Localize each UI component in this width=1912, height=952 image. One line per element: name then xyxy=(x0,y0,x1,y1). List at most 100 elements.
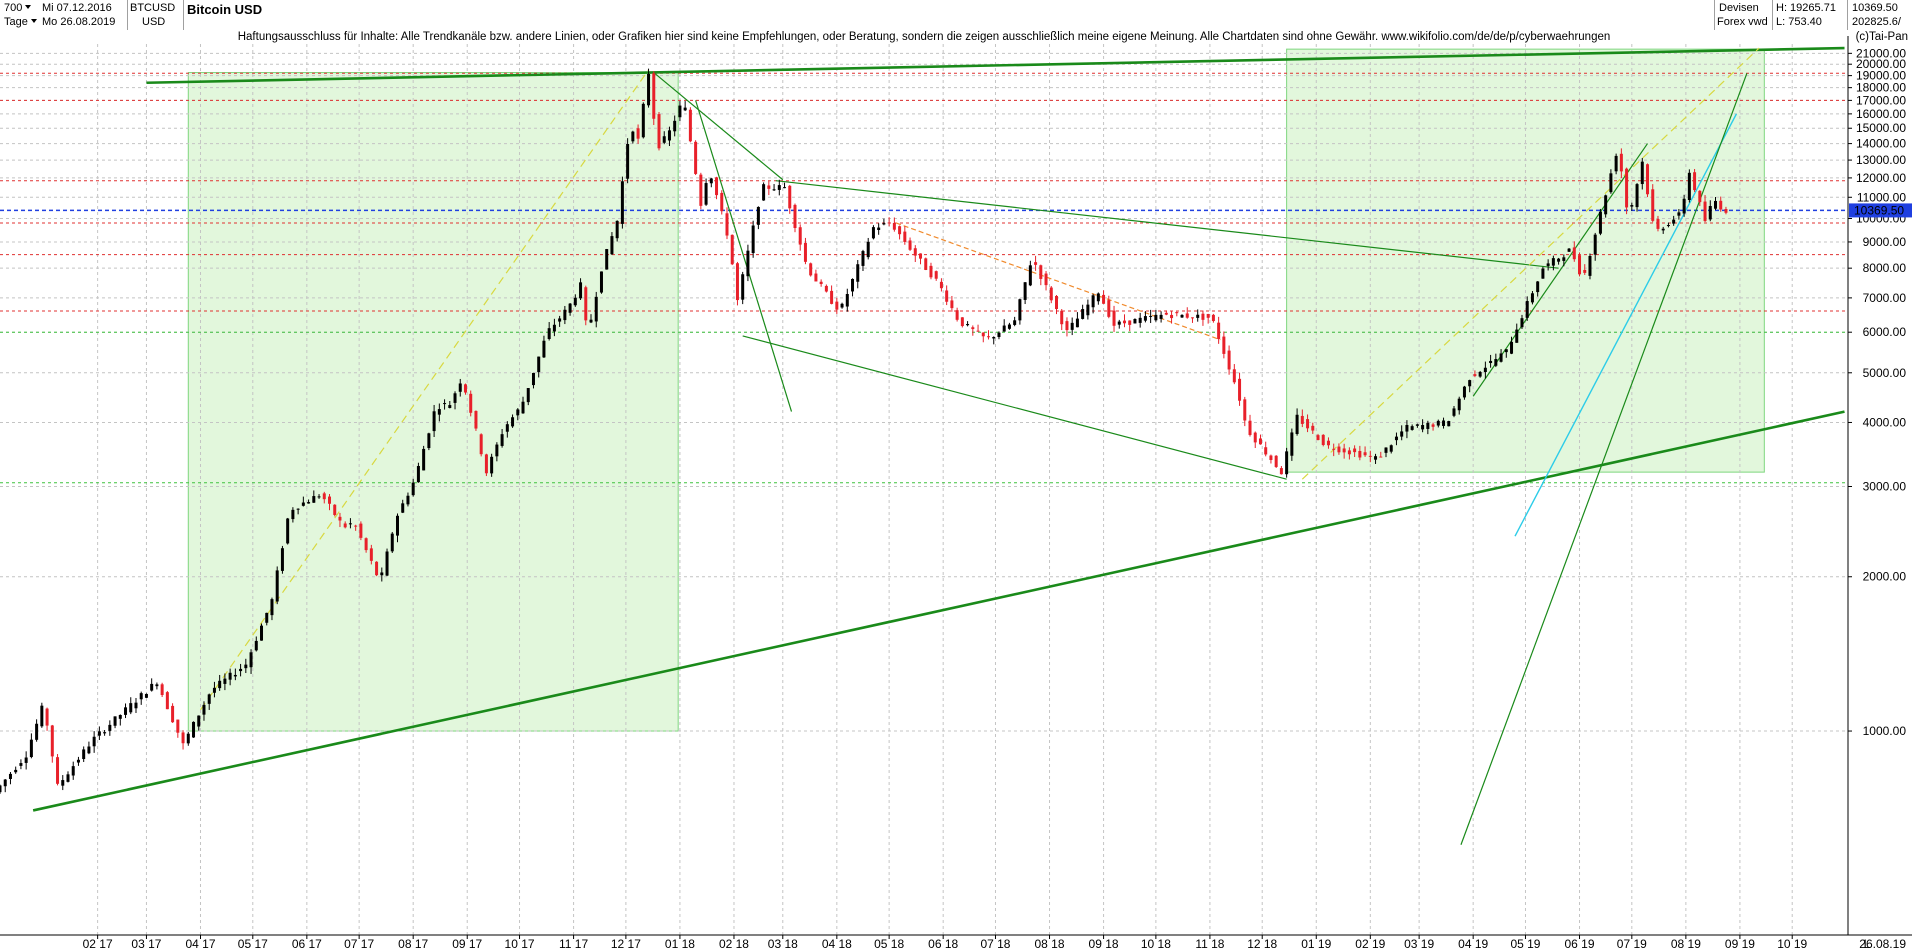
candle-body xyxy=(1190,317,1194,319)
candle-body xyxy=(1525,301,1529,318)
candle-body xyxy=(165,692,169,710)
candle-body xyxy=(694,141,698,174)
candle-body xyxy=(830,290,834,304)
candle-body xyxy=(620,181,624,224)
candle-body xyxy=(338,516,342,521)
trendline-thin xyxy=(742,335,1287,480)
candle-body xyxy=(987,336,991,338)
candle-body xyxy=(1478,371,1482,377)
candle-body xyxy=(411,482,415,496)
candle-body xyxy=(1222,336,1226,354)
x-tick-label: 07 17 xyxy=(344,937,374,951)
candle-body xyxy=(1185,313,1189,318)
candle-body xyxy=(1625,168,1629,208)
candle-body xyxy=(1499,353,1503,362)
candle-body xyxy=(929,265,933,278)
candle-body xyxy=(275,570,279,602)
candle-body xyxy=(1635,184,1639,208)
chart-toolbar: 700 Tage Mi 07.12.2016 Mo 26.08.2019 BTC… xyxy=(0,0,1912,30)
candle-body xyxy=(552,324,556,332)
x-tick-label: 02 18 xyxy=(719,937,749,951)
candle-body xyxy=(1321,434,1325,445)
candle-body xyxy=(1468,380,1472,387)
candle-body xyxy=(134,702,138,709)
candle-body xyxy=(573,297,577,306)
candle-body xyxy=(1096,293,1100,302)
candle-body xyxy=(479,434,483,455)
candle-body xyxy=(1295,414,1299,434)
x-tick-label: 02 19 xyxy=(1355,937,1385,951)
candle-body xyxy=(171,705,175,723)
candle-body xyxy=(416,465,420,483)
candle-body xyxy=(265,612,269,623)
candle-body xyxy=(92,736,96,747)
candle-body xyxy=(851,278,855,292)
candle-body xyxy=(14,769,18,773)
high-value: H: 19265.71 xyxy=(1776,2,1836,14)
candle-body xyxy=(1546,263,1550,266)
candle-body xyxy=(1719,200,1723,210)
candle-body xyxy=(647,73,651,106)
candle-body xyxy=(1102,294,1106,304)
candle-body xyxy=(108,724,112,731)
candle-body xyxy=(1374,456,1378,460)
from-date[interactable]: Mi 07.12.2016 xyxy=(42,2,112,14)
candle-body xyxy=(286,518,290,544)
candle-body xyxy=(1410,426,1414,430)
y-tick-label: 6000.00 xyxy=(1863,325,1907,339)
candle-body xyxy=(1060,310,1064,325)
candle-body xyxy=(1290,432,1294,456)
unit-dropdown-icon xyxy=(30,19,37,24)
candle-body xyxy=(1666,225,1670,227)
candle-body xyxy=(1248,420,1252,435)
candle-body xyxy=(500,434,504,446)
candle-body xyxy=(1562,257,1566,261)
candle-body xyxy=(1258,438,1262,445)
toolbar-divider xyxy=(1847,0,1848,30)
candle-body xyxy=(244,664,248,669)
candle-body xyxy=(898,226,902,235)
symbol-label: BTCUSD xyxy=(130,2,176,14)
candle-body xyxy=(1253,432,1257,443)
candle-body xyxy=(798,227,802,245)
source-label: Devisen xyxy=(1719,2,1759,14)
x-tick-label: 04 17 xyxy=(185,937,215,951)
candle-body xyxy=(1180,314,1184,318)
candle-body xyxy=(76,759,80,763)
candle-body xyxy=(1049,287,1053,301)
candle-body xyxy=(385,551,389,576)
toolbar-divider xyxy=(183,0,184,30)
unit-selector[interactable]: Tage xyxy=(4,15,40,29)
candle-body xyxy=(783,187,787,189)
candle-body xyxy=(1510,341,1514,354)
candle-body xyxy=(160,684,164,696)
candle-body xyxy=(505,424,509,432)
candle-body xyxy=(40,705,44,727)
candle-body xyxy=(1405,424,1409,432)
candle-body xyxy=(1028,265,1032,286)
candle-body xyxy=(1698,190,1702,203)
period-selector[interactable]: 700 xyxy=(4,1,34,15)
candle-body xyxy=(427,433,431,449)
currency-label: USD xyxy=(142,16,166,28)
candle-body xyxy=(1243,399,1247,421)
candle-body xyxy=(1400,431,1404,437)
to-date[interactable]: Mo 26.08.2019 xyxy=(42,16,116,28)
candle-body xyxy=(709,178,713,184)
candle-body xyxy=(751,225,755,254)
x-tick-label: 05 19 xyxy=(1510,937,1540,951)
trendline-thin xyxy=(775,180,1559,269)
candle-body xyxy=(845,294,849,307)
candle-body xyxy=(1274,455,1278,467)
candle-body xyxy=(8,773,12,779)
candle-body xyxy=(1389,445,1393,452)
candle-body xyxy=(683,107,687,111)
candle-body xyxy=(641,103,645,138)
candle-body xyxy=(950,300,954,309)
y-tick-label: 11000.00 xyxy=(1857,190,1906,204)
candle-body xyxy=(511,417,515,427)
x-tick-label: 01 19 xyxy=(1301,937,1331,951)
x-tick-label: 06 18 xyxy=(928,937,958,951)
candle-body xyxy=(1347,450,1351,455)
candle-body xyxy=(181,732,185,744)
